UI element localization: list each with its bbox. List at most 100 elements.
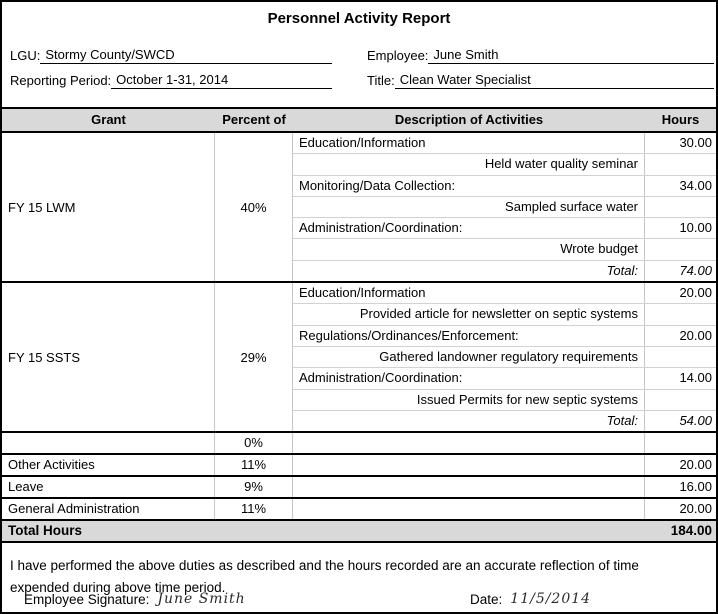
- activity-row: Regulations/Ordinances/Enforcement: 20.0…: [293, 325, 716, 347]
- employee-signature-label: Employee Signature:: [24, 592, 150, 607]
- grant-activity-rows: Education/Information 30.00 Held water q…: [293, 133, 716, 282]
- grant-percent-cell: 40%: [215, 133, 293, 282]
- grant-percent-cell: 29%: [215, 283, 293, 432]
- certification-statement: I have performed the above duties as des…: [10, 555, 704, 599]
- summary-row-general-administration: General Administration 11% 20.00: [2, 499, 716, 522]
- activity-category-cell: Education/Information: [293, 133, 645, 154]
- activity-category-cell: Education/Information: [293, 283, 645, 304]
- hours-cell: [645, 239, 716, 259]
- summary-label-cell: Other Activities: [2, 455, 215, 476]
- hours-cell: [645, 390, 716, 410]
- hours-cell: 20.00: [679, 501, 712, 517]
- fields-left-column: LGU: Stormy County/SWCD Reporting Period…: [10, 42, 332, 92]
- hours-cell: 20.00: [679, 285, 712, 301]
- summary-row-other-activities: Other Activities 11% 20.00: [2, 455, 716, 478]
- title-value-field[interactable]: Clean Water Specialist: [394, 72, 714, 89]
- activity-category-cell: Administration/Coordination:: [293, 368, 645, 389]
- certification-line-2: expended during above time period.: [10, 580, 226, 596]
- summary-label-cell: [2, 433, 215, 454]
- hours-cell: [645, 433, 716, 453]
- activity-row: Administration/Coordination: 10.00: [293, 218, 716, 240]
- grant-name-cell: FY 15 SSTS: [2, 283, 215, 432]
- column-header-grant: Grant: [91, 112, 126, 127]
- reporting-period-label: Reporting Period:: [10, 73, 112, 88]
- total-hours-value: 184.00: [670, 523, 712, 539]
- activity-row: Issued Permits for new septic systems: [293, 389, 716, 411]
- grant-activity-rows: Education/Information 20.00 Provided art…: [293, 283, 716, 432]
- activity-detail-cell: Issued Permits for new septic systems: [293, 389, 645, 410]
- summary-description-cell: [293, 433, 645, 454]
- summary-percent-cell: 9%: [215, 477, 293, 498]
- column-header-hours: Hours: [661, 112, 700, 127]
- employee-value-field[interactable]: June Smith: [428, 47, 714, 64]
- hours-cell: 20.00: [679, 457, 712, 473]
- summary-label-cell: Leave: [2, 477, 215, 498]
- activity-row: Gathered landowner regulatory requiremen…: [293, 346, 716, 369]
- activity-category-cell: Administration/Coordination:: [293, 218, 645, 239]
- activity-detail-cell: Provided article for newsletter on septi…: [293, 304, 645, 325]
- hours-cell: [645, 347, 716, 367]
- hours-cell: 14.00: [679, 370, 712, 386]
- hours-cell: 34.00: [679, 177, 712, 193]
- page-title: Personnel Activity Report: [267, 10, 451, 27]
- activity-row: Education/Information 30.00: [293, 133, 716, 155]
- section-total-label: Total:: [293, 260, 645, 282]
- table-header-row: Grant Percent of Description of Activiti…: [2, 107, 716, 133]
- summary-percent-cell: 11%: [215, 499, 293, 520]
- field-employee: Employee: June Smith: [367, 42, 714, 64]
- employee-signature-field: Employee Signature: June Smith: [24, 591, 246, 607]
- summary-description-cell: [293, 477, 645, 498]
- activity-category-cell: Regulations/Ordinances/Enforcement:: [293, 325, 645, 346]
- activity-table: Grant Percent of Description of Activiti…: [2, 107, 716, 544]
- section-total-row: Total: 74.00: [293, 260, 716, 282]
- activity-detail-cell: Held water quality seminar: [293, 154, 645, 175]
- date-label: Date:: [470, 592, 503, 607]
- hours-cell: 16.00: [679, 479, 712, 495]
- total-hours-row: Total Hours 184.00: [2, 521, 716, 544]
- reporting-period-value-field[interactable]: October 1-31, 2014: [111, 72, 332, 89]
- hours-cell: 10.00: [679, 220, 712, 236]
- title-label: Title:: [367, 73, 395, 88]
- signature-area: Employee Signature: June Smith Date: 11/…: [2, 583, 716, 607]
- hours-cell: [645, 154, 716, 174]
- summary-description-cell: [293, 455, 645, 476]
- summary-description-cell: [293, 499, 645, 520]
- header-fields: LGU: Stormy County/SWCD Reporting Period…: [10, 42, 716, 92]
- lgu-value-field[interactable]: Stormy County/SWCD: [40, 47, 332, 64]
- field-lgu: LGU: Stormy County/SWCD: [10, 42, 332, 64]
- section-total-label: Total:: [293, 410, 645, 432]
- summary-row-leave: Leave 9% 16.00: [2, 477, 716, 500]
- activity-detail-cell: Wrote budget: [293, 239, 645, 260]
- hours-cell: [645, 197, 716, 217]
- activity-category-cell: Monitoring/Data Collection:: [293, 175, 645, 196]
- lgu-label: LGU:: [10, 48, 41, 63]
- grant-name-cell: FY 15 LWM: [2, 133, 215, 282]
- total-hours-label: Total Hours: [8, 523, 82, 539]
- column-header-description: Description of Activities: [394, 112, 544, 127]
- summary-percent-cell: 0%: [215, 433, 293, 454]
- employee-signature-value[interactable]: June Smith: [157, 591, 246, 607]
- activity-row: Wrote budget: [293, 239, 716, 261]
- activity-row: Held water quality seminar: [293, 154, 716, 176]
- summary-percent-cell: 11%: [215, 455, 293, 476]
- column-header-percent: Percent of: [222, 112, 286, 127]
- activity-row: Administration/Coordination: 14.00: [293, 368, 716, 390]
- summary-row-blank: 0%: [2, 433, 716, 456]
- section-total-hours: 74.00: [679, 262, 712, 278]
- activity-row: Provided article for newsletter on septi…: [293, 304, 716, 326]
- date-value[interactable]: 11/5/2014: [510, 591, 592, 607]
- activity-row: Sampled surface water: [293, 196, 716, 219]
- date-field: Date: 11/5/2014: [470, 591, 591, 607]
- section-total-row: Total: 54.00: [293, 410, 716, 432]
- field-reporting-period: Reporting Period: October 1-31, 2014: [10, 67, 332, 89]
- activity-detail-cell: Sampled surface water: [293, 196, 645, 218]
- certification-line-1: I have performed the above duties as des…: [10, 558, 639, 574]
- hours-cell: 20.00: [679, 327, 712, 343]
- grant-section-fy15-lwm: FY 15 LWM 40% Education/Information 30.0…: [2, 133, 716, 284]
- employee-label: Employee:: [367, 48, 429, 63]
- hours-cell: 30.00: [679, 135, 712, 150]
- activity-detail-cell: Gathered landowner regulatory requiremen…: [293, 346, 645, 368]
- activity-row: Monitoring/Data Collection: 34.00: [293, 175, 716, 197]
- activity-row: Education/Information 20.00: [293, 283, 716, 305]
